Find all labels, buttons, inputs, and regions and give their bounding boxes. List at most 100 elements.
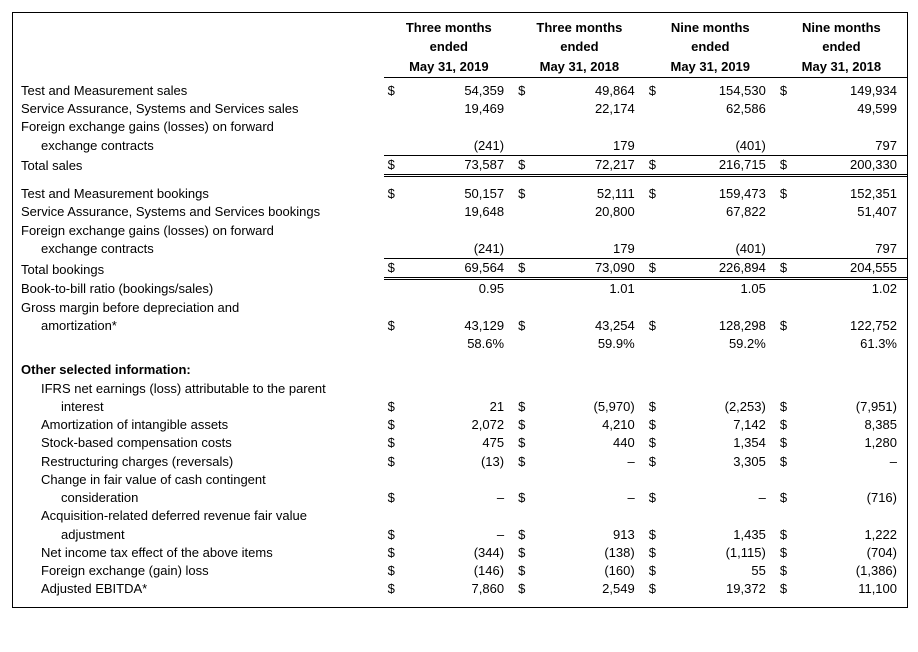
- currency-symbol: $: [645, 398, 674, 416]
- currency-symbol: $: [776, 434, 805, 452]
- table-row: exchange contracts(241)179(401)797: [13, 240, 907, 259]
- currency-symbol: $: [514, 434, 543, 452]
- row-label: Foreign exchange (gain) loss: [13, 562, 384, 580]
- currency-symbol: [645, 471, 674, 489]
- currency-symbol: [645, 299, 674, 317]
- cell-value: 1,354: [673, 434, 775, 452]
- currency-symbol: [514, 240, 543, 259]
- cell-value: 19,469: [412, 100, 514, 118]
- table-header: Three months Three months Nine months Ni…: [13, 19, 907, 82]
- currency-symbol: [514, 137, 543, 156]
- currency-symbol: [645, 203, 674, 221]
- row-label: Service Assurance, Systems and Services …: [13, 100, 384, 118]
- cell-value: 19,648: [412, 203, 514, 221]
- col-header-line3: May 31, 2018: [776, 58, 907, 78]
- cell-value: 152,351: [805, 185, 907, 203]
- cell-value: (241): [412, 137, 514, 156]
- currency-symbol: $: [514, 453, 543, 471]
- currency-symbol: [514, 118, 543, 136]
- cell-value: (401): [673, 240, 775, 259]
- table-row: Foreign exchange (gain) loss$(146)$(160)…: [13, 562, 907, 580]
- currency-symbol: $: [645, 562, 674, 580]
- currency-symbol: $: [645, 544, 674, 562]
- currency-symbol: $: [514, 398, 543, 416]
- table-row: Adjusted EBITDA*$7,860$2,549$19,372$11,1…: [13, 580, 907, 598]
- row-label-continuation: exchange contracts: [13, 240, 384, 259]
- total-row: Total sales$73,587$72,217$216,715$200,33…: [13, 155, 907, 175]
- cell-value: 43,129: [412, 317, 514, 335]
- table-row: Gross margin before depreciation and: [13, 299, 907, 317]
- row-label-continuation: adjustment: [13, 526, 384, 544]
- table-row: Stock-based compensation costs$475$440$1…: [13, 434, 907, 452]
- currency-symbol: $: [384, 155, 413, 175]
- currency-symbol: [776, 100, 805, 118]
- cell-value: [412, 222, 514, 240]
- table-row: interest$21$(5,970)$(2,253)$(7,951): [13, 398, 907, 416]
- cell-value: 11,100: [805, 580, 907, 598]
- cell-value: (138): [543, 544, 645, 562]
- table-row: Test and Measurement bookings$50,157$52,…: [13, 185, 907, 203]
- financial-table-container: Three months Three months Nine months Ni…: [12, 12, 908, 608]
- currency-symbol: $: [776, 562, 805, 580]
- row-label-continuation: consideration: [13, 489, 384, 507]
- currency-symbol: $: [776, 259, 805, 279]
- table-row: exchange contracts(241)179(401)797: [13, 137, 907, 156]
- table-row: Foreign exchange gains (losses) on forwa…: [13, 118, 907, 136]
- cell-value: (146): [412, 562, 514, 580]
- table-row: Amortization of intangible assets$2,072$…: [13, 416, 907, 434]
- cell-value: (2,253): [673, 398, 775, 416]
- row-label: IFRS net earnings (loss) attributable to…: [13, 380, 384, 398]
- currency-symbol: $: [645, 526, 674, 544]
- row-label: Gross margin before depreciation and: [13, 299, 384, 317]
- currency-symbol: $: [776, 416, 805, 434]
- row-label: Foreign exchange gains (losses) on forwa…: [13, 118, 384, 136]
- col-header-line2: ended: [514, 38, 645, 57]
- cell-value: (160): [543, 562, 645, 580]
- cell-value: (5,970): [543, 398, 645, 416]
- cell-value: 4,210: [543, 416, 645, 434]
- cell-value: 440: [543, 434, 645, 452]
- cell-value: 19,372: [673, 580, 775, 598]
- currency-symbol: $: [384, 317, 413, 335]
- cell-value: 797: [805, 137, 907, 156]
- row-label: Amortization of intangible assets: [13, 416, 384, 434]
- currency-symbol: $: [776, 185, 805, 203]
- currency-symbol: [384, 137, 413, 156]
- currency-symbol: $: [645, 82, 674, 100]
- cell-value: 69,564: [412, 259, 514, 279]
- currency-symbol: $: [776, 580, 805, 598]
- cell-value: 20,800: [543, 203, 645, 221]
- cell-value: –: [543, 453, 645, 471]
- cell-value: [412, 471, 514, 489]
- cell-value: 73,587: [412, 155, 514, 175]
- currency-symbol: $: [776, 155, 805, 175]
- currency-symbol: $: [645, 434, 674, 452]
- row-label: [13, 335, 384, 353]
- cell-value: [805, 507, 907, 525]
- cell-value: 61.3%: [805, 335, 907, 353]
- row-label: Restructuring charges (reversals): [13, 453, 384, 471]
- table-row: adjustment$–$913$1,435$1,222: [13, 526, 907, 544]
- row-label: Service Assurance, Systems and Services …: [13, 203, 384, 221]
- cell-value: (1,115): [673, 544, 775, 562]
- cell-value: –: [805, 453, 907, 471]
- currency-symbol: $: [384, 82, 413, 100]
- cell-value: 0.95: [412, 279, 514, 299]
- cell-value: 1,280: [805, 434, 907, 452]
- currency-symbol: $: [384, 526, 413, 544]
- cell-value: (241): [412, 240, 514, 259]
- cell-value: 2,072: [412, 416, 514, 434]
- table-row: Acquisition-related deferred revenue fai…: [13, 507, 907, 525]
- currency-symbol: $: [645, 317, 674, 335]
- cell-value: [805, 222, 907, 240]
- cell-value: 122,752: [805, 317, 907, 335]
- cell-value: 1.05: [673, 279, 775, 299]
- currency-symbol: $: [645, 453, 674, 471]
- cell-value: 55: [673, 562, 775, 580]
- col-header-line1: Three months: [384, 19, 515, 38]
- currency-symbol: $: [514, 580, 543, 598]
- currency-symbol: $: [514, 416, 543, 434]
- cell-value: 58.6%: [412, 335, 514, 353]
- cell-value: 149,934: [805, 82, 907, 100]
- currency-symbol: [384, 299, 413, 317]
